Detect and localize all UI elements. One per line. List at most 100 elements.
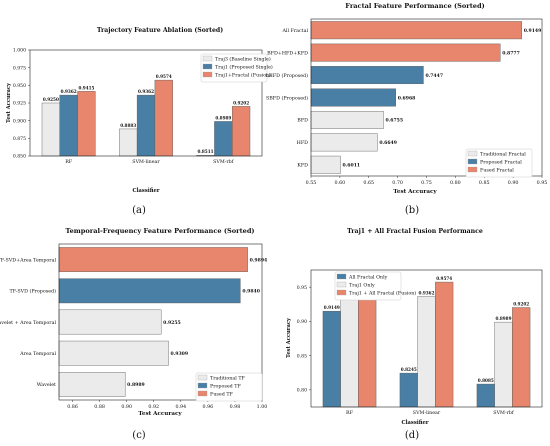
bar — [58, 278, 241, 304]
bar — [58, 372, 126, 397]
legend-swatch — [467, 166, 478, 173]
legend-label: Proposed Fractal — [480, 160, 522, 166]
bar-value-label: 0.8511 — [198, 149, 214, 154]
bar-value-label: 0.7447 — [425, 73, 443, 79]
bar — [310, 110, 384, 129]
y-tick-label: 0.875 — [13, 136, 26, 142]
bar — [232, 106, 251, 157]
y-tick-label: BFD — [297, 118, 308, 124]
bar — [58, 340, 169, 366]
x-tick-label: 0.90 — [508, 180, 519, 186]
y-tick-label: TF-SVD (Proposed) — [9, 288, 56, 295]
bar-value-label: 0.9574 — [156, 74, 172, 79]
bar — [154, 79, 173, 157]
bar — [41, 102, 60, 157]
legend-label: Traj1 (Proposed Single) — [215, 64, 273, 71]
y-tick-label: SBFD (Proposed) — [266, 94, 308, 101]
bar — [310, 88, 396, 107]
bar-value-label: 0.6649 — [379, 140, 397, 146]
legend-label: Proposed TF — [210, 384, 241, 390]
bar — [358, 292, 377, 408]
y-tick-label: 0.975 — [13, 65, 26, 71]
chart-title: Trajectory Feature Ablation (Sorted) — [97, 27, 223, 34]
x-tick-label: SVM-rbf — [213, 159, 235, 165]
x-tick-label: 0.80 — [450, 180, 461, 186]
bar — [435, 281, 454, 408]
bar-value-label: 0.9202 — [233, 100, 249, 105]
legend-label: Traj3 (Baseline Single) — [215, 56, 271, 63]
legend-swatch — [197, 390, 208, 397]
legend-swatch — [467, 150, 478, 157]
x-tick-label: SVM-rbf — [493, 410, 515, 416]
y-tick-label: 0.85 — [297, 353, 307, 359]
x-tick-label: 0.75 — [421, 180, 432, 186]
legend-swatch — [202, 63, 213, 70]
panel-label: (c) — [132, 430, 146, 441]
legend-label: Traj1 Only — [349, 283, 375, 289]
bar — [77, 91, 96, 157]
bar — [310, 155, 341, 174]
bar-value-label: 0.9149 — [324, 305, 340, 310]
y-tick-label: KFD — [297, 163, 308, 169]
y-axis-label: Test Accuracy — [6, 82, 12, 123]
x-tick-label: 0.70 — [392, 180, 403, 186]
legend-label: Traj1+Fractal (Fusion) — [215, 72, 271, 79]
legend-label: Fused Fractal — [480, 168, 514, 174]
legend-label: Traditional TF — [210, 376, 246, 382]
x-tick-label: 0.60 — [335, 180, 346, 186]
bar-value-label: 0.9362 — [418, 291, 434, 296]
chart-title: Temporal-Frequency Feature Performance (… — [65, 227, 254, 235]
x-tick-label: 0.96 — [203, 404, 214, 410]
bar-value-label: 0.9149 — [524, 28, 542, 34]
legend-swatch — [467, 158, 478, 165]
legend-box — [465, 148, 533, 178]
bar-value-label: 0.9362 — [138, 89, 154, 94]
x-tick-label: 0.94 — [175, 404, 186, 410]
y-tick-label: All Fractal — [281, 28, 308, 34]
bar — [59, 94, 78, 157]
bar — [494, 321, 513, 408]
bar-value-label: 0.9250 — [43, 97, 59, 102]
bar-value-label: 0.9362 — [61, 89, 77, 94]
bar — [58, 247, 248, 272]
bar — [512, 307, 531, 408]
x-tick-label: SVM-linear — [132, 159, 160, 165]
legend-swatch — [336, 273, 347, 280]
bar-value-label: 0.8777 — [502, 50, 520, 56]
bar-value-label: 0.9309 — [170, 351, 188, 357]
x-axis-label: Test Accuracy — [393, 189, 437, 195]
bar — [322, 310, 341, 408]
chart-title: Traj1 + All Fractal Fusion Performance — [347, 228, 483, 235]
bar — [310, 43, 501, 62]
x-axis-label: Test Accuracy — [138, 411, 182, 417]
plot-frame — [58, 243, 263, 401]
x-tick-label: 0.95 — [537, 180, 548, 186]
panel-label: (b) — [405, 205, 419, 216]
y-tick-label: 0.90 — [297, 319, 307, 325]
bar-value-label: 0.8989 — [127, 382, 145, 388]
bar — [136, 94, 156, 157]
x-tick-label: 0.92 — [148, 404, 159, 410]
bar-value-label: 0.6011 — [343, 163, 361, 169]
y-tick-label: LHFD (Proposed) — [265, 72, 308, 79]
y-tick-label: 0.80 — [297, 388, 307, 394]
legend-swatch — [197, 374, 208, 381]
legend-swatch — [202, 55, 213, 62]
x-tick-label: 0.65 — [363, 180, 374, 186]
y-tick-label: 0.850 — [13, 154, 26, 160]
plot-frame — [310, 18, 543, 177]
y-tick-label: 0.950 — [13, 83, 26, 89]
bar-value-label: 0.8245 — [401, 367, 417, 372]
bar-value-label: 0.9415 — [78, 85, 94, 90]
x-tick-label: 1.00 — [257, 404, 268, 410]
bar — [119, 128, 138, 157]
legend-label: Traj1 + All Fractal (Fusion) — [349, 290, 416, 297]
x-axis-label: Classifier — [401, 420, 428, 426]
y-tick-label: BFD+HFD+KFD — [267, 50, 308, 56]
legend-label: All Fractal Only — [348, 275, 388, 281]
y-tick-label: 0.925 — [13, 101, 26, 107]
y-axis-label: Test Accuracy — [286, 317, 292, 358]
y-tick-label: 0.95 — [297, 285, 307, 291]
